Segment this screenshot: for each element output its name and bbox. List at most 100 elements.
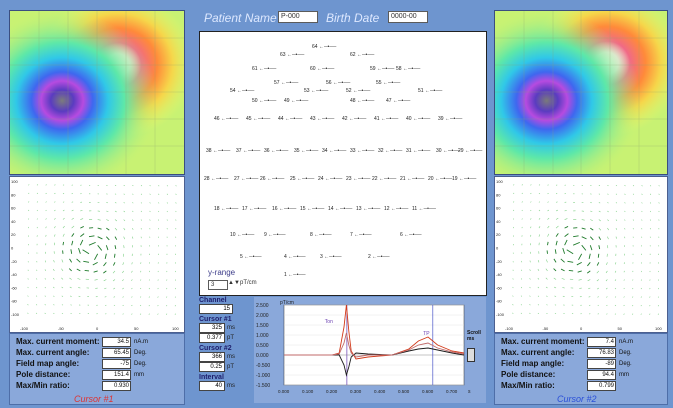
sensor-node[interactable]: 61 ←─•── xyxy=(252,66,276,72)
sensor-node[interactable]: 30 ←─•── xyxy=(436,148,460,154)
sensor-node[interactable]: 9 ←─•── xyxy=(264,232,286,238)
sensor-node[interactable]: 26 ←─•── xyxy=(260,176,284,182)
field-vector-arrow xyxy=(176,194,177,195)
sensor-node[interactable]: 48 ←─•── xyxy=(350,98,374,104)
sensor-node[interactable]: 4 ←─•── xyxy=(284,254,306,260)
sensor-node[interactable]: 24 ←─•── xyxy=(318,176,342,182)
metric-value[interactable]: 34.5 xyxy=(102,337,131,347)
sensor-node[interactable]: 53 ←─•── xyxy=(304,88,328,94)
sensor-node[interactable]: 22 ←─•── xyxy=(372,176,396,182)
waveform-chart[interactable]: pT/cm2.5002.0001.5001.0000.5000.000-0.50… xyxy=(254,297,486,403)
sensor-node[interactable]: 34 ←─•── xyxy=(322,148,346,154)
patient-name-field[interactable]: P-000 xyxy=(278,11,318,23)
channel-field[interactable]: 15 xyxy=(199,304,233,314)
sensor-node[interactable]: 49 ←─•── xyxy=(284,98,308,104)
sensor-node[interactable]: 5 ←─•── xyxy=(240,254,262,260)
cursor2-time-field[interactable]: 366 xyxy=(199,352,225,362)
field-vector-arrow xyxy=(554,269,556,271)
sensor-node[interactable]: 54 ←─•── xyxy=(230,88,254,94)
sensor-node[interactable]: 46 ←─•── xyxy=(214,116,238,122)
sensor-node[interactable]: 64 ←─•── xyxy=(312,44,336,50)
sensor-node[interactable]: 1 ←─•── xyxy=(284,272,306,278)
scroll-control[interactable]: Scroll ms xyxy=(467,330,489,380)
sensor-node[interactable]: 63 ←─•── xyxy=(280,52,304,58)
cursor1-time-field[interactable]: 325 xyxy=(199,323,225,333)
metric-value[interactable]: -75 xyxy=(102,359,131,369)
metric-value[interactable]: 0.799 xyxy=(587,381,616,391)
sensor-node[interactable]: 37 ←─•── xyxy=(236,148,260,154)
metric-value[interactable]: -89 xyxy=(587,359,616,369)
metric-value[interactable]: 65.45 xyxy=(102,348,131,358)
sensor-node[interactable]: 50 ←─•── xyxy=(252,98,276,104)
field-vector-arrow xyxy=(632,305,633,306)
sensor-node[interactable]: 57 ←─•── xyxy=(274,80,298,86)
cursor2-amp-field[interactable]: 0.25 xyxy=(199,362,225,372)
sensor-node[interactable]: 13 ←─•── xyxy=(356,206,380,212)
sensor-node[interactable]: 36 ←─•── xyxy=(264,148,288,154)
sensor-node[interactable]: 29 ←─•── xyxy=(458,148,482,154)
birth-date-field[interactable]: 0000-00 xyxy=(388,11,428,23)
sensor-node[interactable]: 21 ←─•── xyxy=(400,176,424,182)
field-vector-arrow xyxy=(131,305,132,306)
sensor-node[interactable]: 62 ←─•── xyxy=(350,52,374,58)
field-vector-arrow xyxy=(62,296,63,297)
metric-value[interactable]: 151.4 xyxy=(102,370,131,380)
metric-value[interactable]: 7.4 xyxy=(587,337,616,347)
sensor-node[interactable]: 44 ←─•── xyxy=(278,116,302,122)
y-range-input[interactable]: 3 xyxy=(208,280,228,290)
sensor-node[interactable]: 42 ←─•── xyxy=(342,116,366,122)
sensor-node[interactable]: 15 ←─•── xyxy=(300,206,324,212)
sensor-node[interactable]: 35 ←─•── xyxy=(294,148,318,154)
sensor-node[interactable]: 32 ←─•── xyxy=(378,148,402,154)
field-vector-arrow xyxy=(538,304,539,305)
sensor-node[interactable]: 11 ←─•── xyxy=(412,206,436,212)
sensor-node[interactable]: 3 ←─•── xyxy=(320,254,342,260)
sensor-node[interactable]: 56 ←─•── xyxy=(326,80,350,86)
quiver-x-tick: 100 xyxy=(655,326,662,331)
interval-field[interactable]: 40 xyxy=(199,381,225,391)
sensor-node[interactable]: 51 ←─•── xyxy=(418,88,442,94)
sensor-node[interactable]: 23 ←─•── xyxy=(346,176,370,182)
sensor-node[interactable]: 41 ←─•── xyxy=(374,116,398,122)
sensor-node[interactable]: 25 ←─•── xyxy=(290,176,314,182)
sensor-node[interactable]: 31 ←─•── xyxy=(406,148,430,154)
sensor-node[interactable]: 59 ←─•── xyxy=(370,66,394,72)
sensor-node[interactable]: 18 ←─•── xyxy=(214,206,238,212)
sensor-node[interactable]: 38 ←─•── xyxy=(206,148,230,154)
metric-value[interactable]: 0.930 xyxy=(102,381,131,391)
sensor-node[interactable]: 39 ←─•── xyxy=(438,116,462,122)
y-range-stepper-icon[interactable]: ▲▼ xyxy=(228,280,240,286)
sensor-node[interactable]: 55 ←─•── xyxy=(376,80,400,86)
sensor-node[interactable]: 7 ←─•── xyxy=(350,232,372,238)
sensor-node[interactable]: 40 ←─•── xyxy=(406,116,430,122)
sensor-node[interactable]: 47 ←─•── xyxy=(386,98,410,104)
sensor-node[interactable]: 52 ←─•── xyxy=(346,88,370,94)
scroll-handle-icon[interactable] xyxy=(467,348,475,362)
metric-value[interactable]: 94.4 xyxy=(587,370,616,380)
sensor-node[interactable]: 12 ←─•── xyxy=(384,206,408,212)
sensor-node[interactable]: 10 ←─•── xyxy=(230,232,254,238)
field-vector-arrow xyxy=(539,210,540,211)
sensor-node[interactable]: 2 ←─•── xyxy=(368,254,390,260)
sensor-node[interactable]: 27 ←─•── xyxy=(234,176,258,182)
field-vector-arrow xyxy=(548,193,549,194)
sensor-node[interactable]: 33 ←─•── xyxy=(350,148,374,154)
field-vector-arrow xyxy=(72,210,74,211)
sensor-node[interactable]: 20 ←─•── xyxy=(428,176,452,182)
cursor1-amp-field[interactable]: 0.377 xyxy=(199,333,225,343)
sensor-node[interactable]: 16 ←─•── xyxy=(272,206,296,212)
sensor-node[interactable]: 14 ←─•── xyxy=(328,206,352,212)
birth-date-label: Birth Date xyxy=(326,9,379,27)
sensor-node[interactable]: 43 ←─•── xyxy=(310,116,334,122)
sensor-node[interactable]: 28 ←─•── xyxy=(204,176,228,182)
metric-value[interactable]: 76.83 xyxy=(587,348,616,358)
sensor-node[interactable]: 60 ←─•── xyxy=(310,66,334,72)
sensor-node[interactable]: 45 ←─•── xyxy=(246,116,270,122)
sensor-node[interactable]: 58 ←─•── xyxy=(396,66,420,72)
sensor-node[interactable]: 6 ←─•── xyxy=(400,232,422,238)
sensor-node[interactable]: 8 ←─•── xyxy=(310,232,332,238)
sensor-node[interactable]: 19 ←─•── xyxy=(452,176,476,182)
sensor-node[interactable]: 17 ←─•── xyxy=(242,206,266,212)
field-vector-arrow xyxy=(556,202,557,203)
